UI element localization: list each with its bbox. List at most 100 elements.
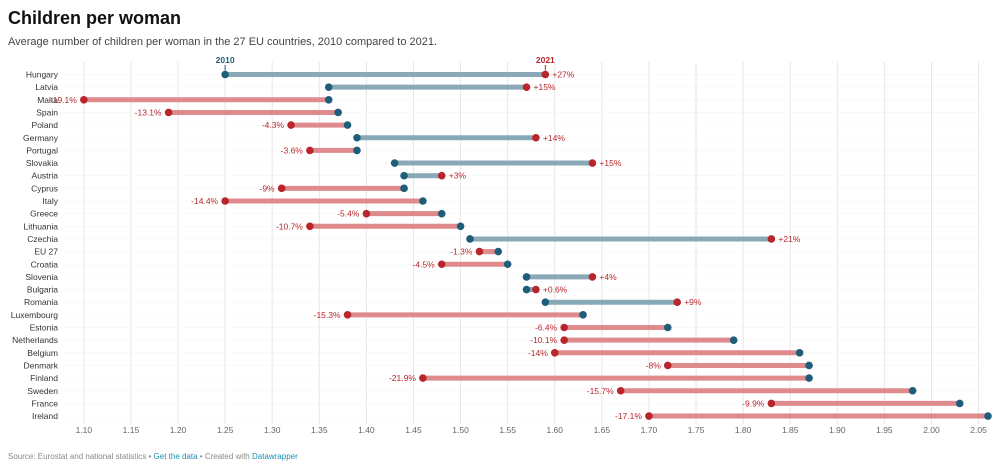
change-label: -15.3% [314, 310, 341, 320]
dot-2021 [663, 361, 672, 370]
country-label: Netherlands [12, 335, 58, 345]
country-label: Czechia [27, 234, 58, 244]
dot-2021 [560, 336, 568, 344]
change-label: -6.4% [535, 323, 558, 333]
country-label: Spain [36, 107, 58, 117]
dot-2021 [541, 70, 550, 79]
country-label: Malta [37, 95, 58, 105]
dot-2021 [532, 285, 540, 294]
change-label: -17.1% [615, 411, 642, 421]
change-label: +3% [449, 171, 467, 181]
chart-footer: Source: Eurostat and national statistics… [8, 452, 298, 461]
dot-2010 [522, 273, 531, 281]
country-label: Lithuania [23, 221, 58, 231]
change-label: -19.1% [50, 95, 77, 105]
change-label: -4.5% [413, 259, 436, 269]
legend-2010-label: 2010 [216, 55, 235, 65]
change-label: +27% [552, 70, 574, 80]
dot-2021 [306, 146, 314, 155]
country-label: Denmark [24, 360, 59, 370]
x-tick-label: 1.35 [311, 425, 328, 435]
dot-2010 [955, 399, 964, 408]
change-label: +15% [534, 82, 556, 92]
dot-2021 [306, 222, 314, 231]
country-label: Luxembourg [11, 310, 59, 320]
dot-2021 [560, 323, 568, 332]
x-tick-label: 1.65 [594, 425, 611, 435]
country-label: EU 27 [34, 247, 58, 257]
change-label: +9% [684, 297, 702, 307]
dot-2010 [908, 386, 917, 395]
x-tick-label: 1.50 [452, 425, 469, 435]
x-tick-label: 1.40 [358, 425, 375, 435]
dot-2021 [616, 386, 625, 395]
x-tick-label: 1.60 [546, 425, 563, 435]
x-tick-label: 1.20 [170, 425, 187, 435]
country-label: Hungary [26, 70, 59, 80]
country-label: Austria [32, 171, 59, 181]
dot-2010 [663, 323, 672, 332]
country-label: Germany [23, 133, 59, 143]
dot-2021 [437, 260, 446, 269]
change-label: -4.3% [262, 120, 285, 130]
dot-2010 [729, 336, 738, 344]
legend-2021-label: 2021 [536, 55, 555, 65]
dot-2010 [456, 222, 465, 231]
change-label: -21.9% [389, 373, 416, 383]
country-label: Estonia [30, 323, 59, 333]
dot-2021 [645, 412, 653, 420]
dot-2010 [503, 260, 512, 269]
dot-2010 [805, 374, 813, 382]
datawrapper-link[interactable]: Datawrapper [251, 452, 298, 461]
dot-2021 [767, 399, 776, 408]
change-label: -9.9% [742, 398, 765, 408]
change-label: -5.4% [337, 209, 360, 219]
change-label: -10.7% [276, 221, 303, 231]
country-label: Slovenia [25, 272, 58, 282]
dot-2010 [795, 349, 804, 357]
dot-2010 [221, 70, 229, 79]
dot-2010 [353, 146, 361, 155]
country-label: Romania [24, 297, 58, 307]
dot-2010 [353, 133, 361, 142]
change-label: +14% [543, 133, 565, 143]
dot-2021 [287, 121, 295, 129]
x-tick-label: 1.95 [876, 425, 893, 435]
change-label: -14.4% [191, 196, 218, 206]
change-label: -8% [646, 360, 662, 370]
get-data-link[interactable]: Get the data [153, 452, 198, 461]
x-tick-label: 1.75 [688, 425, 705, 435]
dot-2021 [80, 96, 88, 104]
change-label: +21% [778, 234, 800, 244]
dot-2010 [419, 197, 427, 205]
country-label: Slovakia [26, 158, 58, 168]
change-label: -14% [528, 348, 548, 358]
dot-2010 [334, 108, 342, 117]
dot-2021 [362, 209, 371, 218]
dot-2010 [400, 184, 408, 193]
dot-2021 [588, 159, 597, 167]
country-label: Sweden [27, 386, 58, 396]
dot-2010 [324, 83, 333, 91]
x-tick-label: 1.15 [123, 425, 140, 435]
change-label: +15% [599, 158, 621, 168]
chart-subtitle: Average number of children per woman in … [8, 36, 438, 48]
x-tick-label: 1.30 [264, 425, 281, 435]
change-label: -9% [259, 183, 275, 193]
dot-2010 [494, 247, 503, 256]
x-tick-label: 1.70 [641, 425, 658, 435]
country-label: Croatia [31, 259, 59, 269]
x-tick-label: 1.80 [735, 425, 752, 435]
footer-separator: • [146, 452, 154, 461]
created-with-text: Created with [204, 452, 252, 461]
x-tick-label: 1.90 [829, 425, 846, 435]
dot-2021 [221, 197, 229, 205]
x-tick-label: 1.25 [217, 425, 234, 435]
change-label: -10.1% [530, 335, 557, 345]
dot-2010 [437, 209, 446, 218]
change-label: -15.7% [587, 386, 614, 396]
dot-2021 [767, 235, 776, 243]
dot-2021 [419, 374, 427, 382]
country-label: Ireland [32, 411, 58, 421]
